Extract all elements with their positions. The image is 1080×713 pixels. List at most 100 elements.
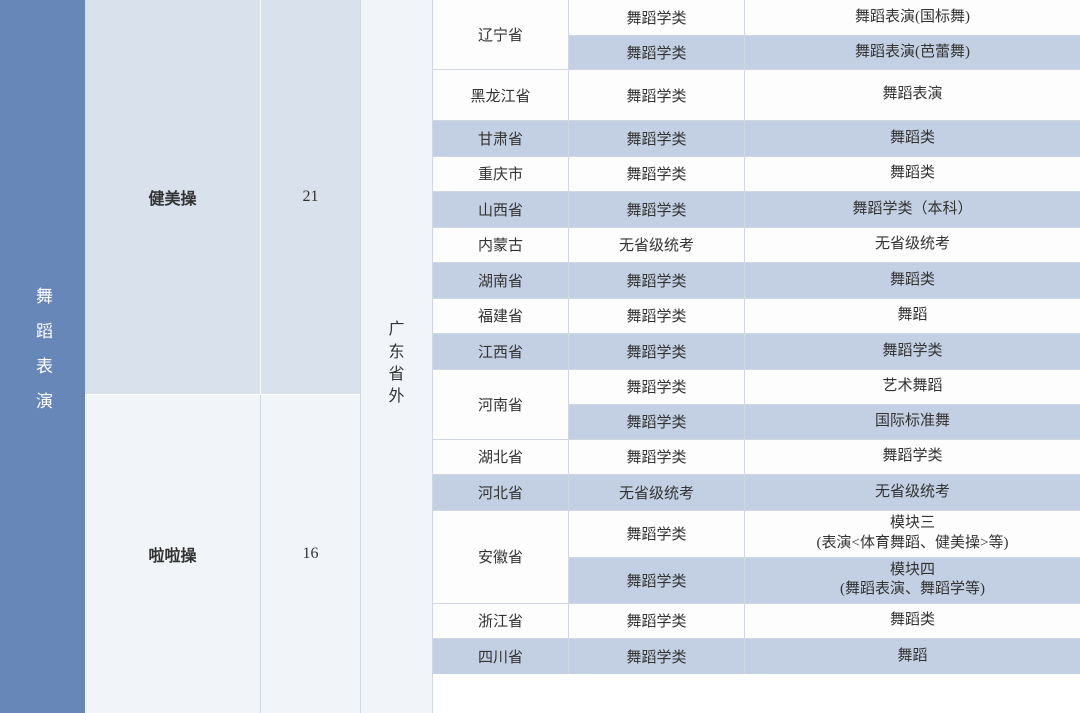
sub-rows: 舞蹈学类模块三 (表演<体育舞蹈、健美操>等)舞蹈学类模块四 (舞蹈表演、舞蹈学…: [568, 511, 1080, 603]
exam-type-cell: 舞蹈学类: [569, 370, 744, 405]
province-cell: 河南省: [433, 370, 568, 439]
subject-cell: 舞蹈: [744, 639, 1080, 674]
subject-cell: 无省级统考: [744, 228, 1080, 263]
province-cell: 四川省: [433, 639, 568, 674]
table-row: 湖北省舞蹈学类舞蹈学类: [433, 439, 1080, 475]
major-column: 舞蹈表演: [0, 0, 85, 713]
sub-row: 舞蹈学类舞蹈类: [569, 157, 1080, 192]
table-row: 内蒙古无省级统考无省级统考: [433, 227, 1080, 263]
exam-type-cell: 舞蹈学类: [569, 405, 744, 439]
sub-rows: 无省级统考无省级统考: [568, 475, 1080, 510]
sub-row: 舞蹈学类舞蹈学类: [569, 440, 1080, 475]
subject-cell: 舞蹈类: [744, 157, 1080, 192]
quota-column: 21 16: [260, 0, 360, 713]
province-cell: 湖北省: [433, 440, 568, 475]
subcategory-cell: 啦啦操: [85, 395, 260, 713]
subject-cell: 舞蹈类: [744, 263, 1080, 298]
table-row: 黑龙江省舞蹈学类舞蹈表演: [433, 69, 1080, 120]
table-row: 湖南省舞蹈学类舞蹈类: [433, 262, 1080, 298]
exam-type-cell: 舞蹈学类: [569, 440, 744, 475]
province-cell: 山西省: [433, 192, 568, 227]
exam-type-cell: 舞蹈学类: [569, 157, 744, 192]
sub-rows: 舞蹈学类舞蹈学类: [568, 334, 1080, 369]
subcategory-cell: 健美操: [85, 0, 260, 395]
province-cell: 湖南省: [433, 263, 568, 298]
exam-type-cell: 舞蹈学类: [569, 511, 744, 557]
exam-type-cell: 舞蹈学类: [569, 334, 744, 369]
sub-row: 舞蹈学类舞蹈表演: [569, 70, 1080, 120]
sub-row: 舞蹈学类舞蹈表演(国标舞): [569, 0, 1080, 35]
table-row: 江西省舞蹈学类舞蹈学类: [433, 333, 1080, 369]
table-row: 安徽省舞蹈学类模块三 (表演<体育舞蹈、健美操>等)舞蹈学类模块四 (舞蹈表演、…: [433, 510, 1080, 603]
subject-cell: 舞蹈类: [744, 604, 1080, 639]
sub-rows: 舞蹈学类舞蹈类: [568, 157, 1080, 192]
exam-type-cell: 舞蹈学类: [569, 263, 744, 298]
subject-cell: 舞蹈表演(国标舞): [744, 0, 1080, 35]
table-row: 河南省舞蹈学类艺术舞蹈舞蹈学类国际标准舞: [433, 369, 1080, 439]
subject-cell: 舞蹈学类: [744, 334, 1080, 369]
sub-row: 舞蹈学类舞蹈类: [569, 263, 1080, 298]
sub-rows: 舞蹈学类舞蹈表演(国标舞)舞蹈学类舞蹈表演(芭蕾舞): [568, 0, 1080, 69]
table-row: 福建省舞蹈学类舞蹈: [433, 298, 1080, 334]
exam-type-cell: 舞蹈学类: [569, 639, 744, 674]
province-cell: 辽宁省: [433, 0, 568, 69]
subject-cell: 舞蹈类: [744, 121, 1080, 156]
sub-row: 无省级统考无省级统考: [569, 475, 1080, 510]
sub-row: 舞蹈学类模块四 (舞蹈表演、舞蹈学等): [569, 557, 1080, 603]
exam-type-cell: 舞蹈学类: [569, 36, 744, 70]
subject-cell: 模块四 (舞蹈表演、舞蹈学等): [744, 558, 1080, 603]
province-cell: 河北省: [433, 475, 568, 510]
province-cell: 黑龙江省: [433, 70, 568, 120]
province-rows: 辽宁省舞蹈学类舞蹈表演(国标舞)舞蹈学类舞蹈表演(芭蕾舞)黑龙江省舞蹈学类舞蹈表…: [432, 0, 1080, 713]
sub-rows: 舞蹈学类舞蹈: [568, 299, 1080, 334]
sub-row: 舞蹈学类舞蹈类: [569, 604, 1080, 639]
exam-type-cell: 舞蹈学类: [569, 121, 744, 156]
sub-row: 舞蹈学类国际标准舞: [569, 404, 1080, 439]
exam-type-cell: 舞蹈学类: [569, 604, 744, 639]
sub-row: 舞蹈学类艺术舞蹈: [569, 370, 1080, 405]
table-row: 浙江省舞蹈学类舞蹈类: [433, 603, 1080, 639]
subject-cell: 国际标准舞: [744, 405, 1080, 439]
sub-rows: 舞蹈学类舞蹈: [568, 639, 1080, 674]
sub-row: 舞蹈学类舞蹈类: [569, 121, 1080, 156]
subject-cell: 舞蹈学类: [744, 440, 1080, 475]
table-row: 辽宁省舞蹈学类舞蹈表演(国标舞)舞蹈学类舞蹈表演(芭蕾舞): [433, 0, 1080, 69]
sub-rows: 舞蹈学类舞蹈类: [568, 121, 1080, 156]
sub-rows: 舞蹈学类艺术舞蹈舞蹈学类国际标准舞: [568, 370, 1080, 439]
subject-cell: 舞蹈表演: [744, 70, 1080, 120]
quota-cell: 16: [260, 395, 360, 713]
table-row: 甘肃省舞蹈学类舞蹈类: [433, 120, 1080, 156]
sub-row: 舞蹈学类舞蹈学类（本科）: [569, 192, 1080, 227]
table-row: 山西省舞蹈学类舞蹈学类（本科）: [433, 191, 1080, 227]
exam-type-cell: 舞蹈学类: [569, 558, 744, 603]
province-cell: 福建省: [433, 299, 568, 334]
sub-rows: 舞蹈学类舞蹈学类: [568, 440, 1080, 475]
subject-cell: 舞蹈: [744, 299, 1080, 334]
sub-rows: 舞蹈学类舞蹈表演: [568, 70, 1080, 120]
sub-rows: 舞蹈学类舞蹈类: [568, 263, 1080, 298]
province-cell: 安徽省: [433, 511, 568, 603]
sub-row: 舞蹈学类舞蹈表演(芭蕾舞): [569, 35, 1080, 70]
province-cell: 甘肃省: [433, 121, 568, 156]
subject-cell: 模块三 (表演<体育舞蹈、健美操>等): [744, 511, 1080, 557]
region-label: 广东省外: [388, 319, 406, 409]
sub-rows: 舞蹈学类舞蹈学类（本科）: [568, 192, 1080, 227]
admissions-table: 舞蹈表演 健美操 啦啦操 21 16 广东省外 辽宁省舞蹈学类舞蹈表演(国标舞)…: [0, 0, 1080, 713]
sub-rows: 舞蹈学类舞蹈类: [568, 604, 1080, 639]
table-row: 四川省舞蹈学类舞蹈: [433, 638, 1080, 674]
sub-row: 舞蹈学类舞蹈: [569, 639, 1080, 674]
exam-type-cell: 无省级统考: [569, 228, 744, 263]
region-column: 广东省外: [360, 0, 432, 713]
table-row: 河北省无省级统考无省级统考: [433, 474, 1080, 510]
subject-cell: 舞蹈表演(芭蕾舞): [744, 36, 1080, 70]
subject-cell: 无省级统考: [744, 475, 1080, 510]
province-cell: 重庆市: [433, 157, 568, 192]
table-row: 重庆市舞蹈学类舞蹈类: [433, 156, 1080, 192]
subject-cell: 艺术舞蹈: [744, 370, 1080, 405]
subcategory-column: 健美操 啦啦操: [85, 0, 260, 713]
sub-row: 舞蹈学类舞蹈: [569, 299, 1080, 334]
sub-row: 舞蹈学类模块三 (表演<体育舞蹈、健美操>等): [569, 511, 1080, 557]
exam-type-cell: 无省级统考: [569, 475, 744, 510]
major-label: 舞蹈表演: [30, 287, 55, 427]
exam-type-cell: 舞蹈学类: [569, 70, 744, 120]
